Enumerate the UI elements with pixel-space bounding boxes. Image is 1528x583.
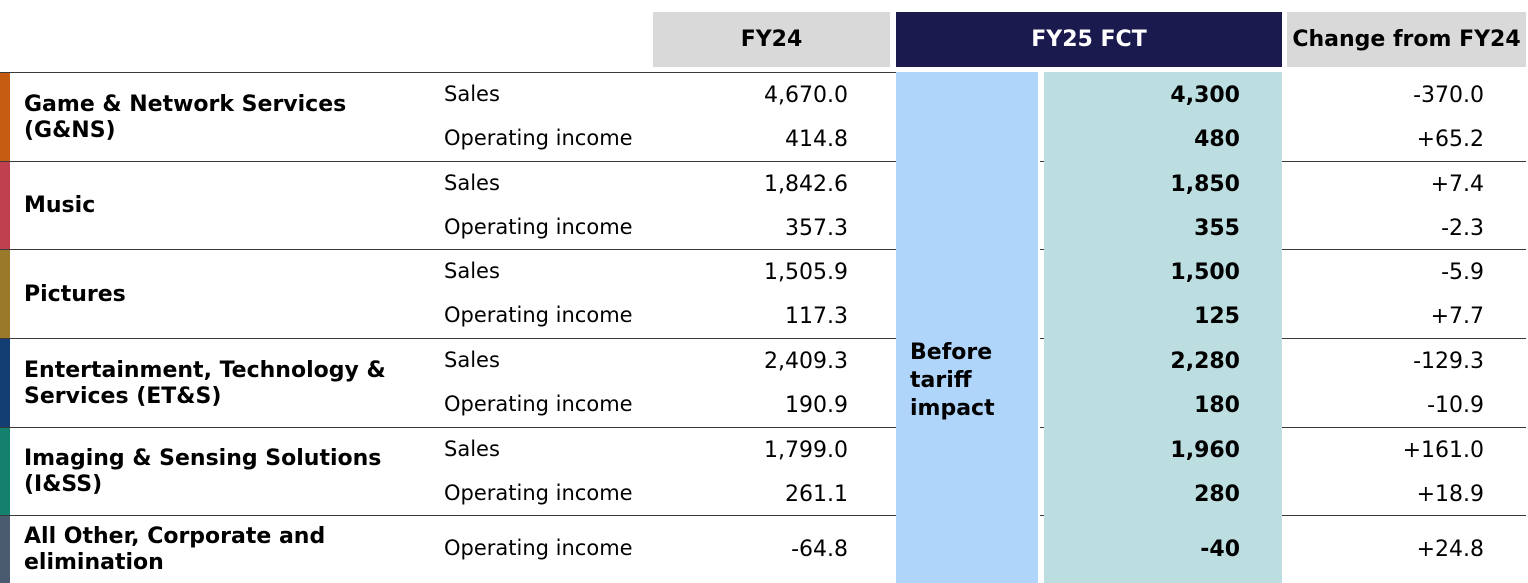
fy25-forecast-value: 280 [1194, 482, 1240, 507]
fy25-forecast-value: 2,280 [1170, 349, 1240, 374]
row-divider-left [0, 338, 896, 339]
change-value: +65.2 [1416, 127, 1484, 152]
segment-color-bar [0, 162, 10, 249]
change-value: +7.4 [1430, 172, 1484, 197]
metric-label: Operating income [444, 126, 633, 150]
header-fy24-label: FY24 [740, 27, 803, 52]
segment-color-bar [0, 339, 10, 427]
fy24-value: 2,409.3 [764, 349, 848, 374]
segment-name: All Other, Corporate and elimination [24, 524, 424, 576]
segment-name-line: Imaging & Sensing Solutions [24, 446, 382, 471]
row-divider-gap [1040, 427, 1044, 428]
fy25-forecast-value: -40 [1200, 537, 1240, 562]
row-divider-gap [1040, 249, 1044, 250]
header-fy24: FY24 [653, 12, 890, 67]
segment-name-line: elimination [24, 550, 164, 575]
metric-label: Sales [444, 437, 500, 461]
metric-label: Operating income [444, 536, 633, 560]
fy25-forecast-value: 1,850 [1170, 172, 1240, 197]
fy24-value: 357.3 [785, 216, 848, 241]
fy24-value: -64.8 [791, 537, 848, 562]
fy24-value: 261.1 [785, 482, 848, 507]
change-value: -129.3 [1413, 349, 1484, 374]
segment-color-bar [0, 250, 10, 338]
row-divider-right [1282, 427, 1526, 428]
metric-label: Sales [444, 348, 500, 372]
segment-color-bar [0, 428, 10, 515]
change-value: -2.3 [1441, 216, 1484, 241]
fy24-value: 1,842.6 [764, 172, 848, 197]
row-divider-left [0, 249, 896, 250]
fy25-forecast-value: 355 [1194, 216, 1240, 241]
row-divider-right [1282, 161, 1526, 162]
metric-label: Operating income [444, 215, 633, 239]
segment-name: Imaging & Sensing Solutions (I&SS) [24, 446, 424, 498]
before-tariff-band [896, 72, 1038, 583]
tariff-note-line: impact [910, 396, 995, 421]
fy24-value: 1,799.0 [764, 438, 848, 463]
tariff-note-line: Before [910, 340, 993, 365]
metric-label: Sales [444, 82, 500, 106]
row-divider-right [1282, 338, 1526, 339]
segment-name-line: Entertainment, Technology & [24, 357, 386, 383]
segment-name-line: (G&NS) [24, 117, 116, 143]
change-value: -5.9 [1441, 260, 1484, 285]
segment-name: Pictures [24, 282, 424, 308]
change-value: +18.9 [1416, 482, 1484, 507]
metric-label: Sales [444, 171, 500, 195]
tariff-note-line: tariff [910, 368, 972, 393]
segment-name-line: All Other, Corporate and [24, 524, 326, 549]
row-divider-left [0, 161, 896, 162]
header-fy25-label: FY25 FCT [1031, 27, 1147, 52]
fy24-value: 4,670.0 [764, 83, 848, 108]
change-value: +161.0 [1402, 438, 1484, 463]
segment-name: Entertainment, Technology & Services (ET&… [24, 358, 424, 410]
fy25-forecast-value: 180 [1194, 393, 1240, 418]
row-divider-right [1282, 249, 1526, 250]
segment-name-line: Game & Network Services [24, 91, 347, 117]
metric-label: Sales [444, 259, 500, 283]
row-divider-gap [1040, 161, 1044, 162]
fy24-value: 117.3 [785, 304, 848, 329]
segment-name-line: (I&SS) [24, 472, 103, 497]
metric-label: Operating income [444, 481, 633, 505]
header-change-label: Change from FY24 [1292, 27, 1521, 52]
change-value: +7.7 [1430, 304, 1484, 329]
header-fy25-fct: FY25 FCT [896, 12, 1282, 67]
fy24-value: 1,505.9 [764, 260, 848, 285]
segment-color-bar [0, 73, 10, 161]
segment-name-line: Music [24, 193, 96, 218]
change-value: -10.9 [1427, 393, 1484, 418]
row-divider-gap [1040, 515, 1044, 516]
fy25-values-band [1044, 72, 1282, 583]
fy24-value: 414.8 [785, 127, 848, 152]
segment-name-line: Services (ET&S) [24, 383, 222, 409]
fy25-forecast-value: 4,300 [1170, 83, 1240, 108]
segment-name: Game & Network Services (G&NS) [24, 92, 424, 144]
fy25-forecast-value: 1,960 [1170, 438, 1240, 463]
change-value: -370.0 [1413, 83, 1484, 108]
fy24-value: 190.9 [785, 393, 848, 418]
row-divider-gap [1040, 338, 1044, 339]
segment-name: Music [24, 193, 424, 219]
row-divider-left [0, 427, 896, 428]
row-divider-left [0, 515, 896, 516]
row-divider-right [1282, 515, 1526, 516]
before-tariff-impact-note: Before tariff impact [910, 339, 1030, 423]
fy25-forecast-value: 480 [1194, 127, 1240, 152]
fy25-forecast-value: 125 [1194, 304, 1240, 329]
segment-name-line: Pictures [24, 281, 126, 307]
segment-color-bar [0, 516, 10, 583]
table-top-divider [0, 72, 896, 73]
metric-label: Operating income [444, 392, 633, 416]
header-change-from-fy24: Change from FY24 [1287, 12, 1526, 67]
metric-label: Operating income [444, 303, 633, 327]
change-value: +24.8 [1416, 537, 1484, 562]
fy25-forecast-value: 1,500 [1170, 260, 1240, 285]
